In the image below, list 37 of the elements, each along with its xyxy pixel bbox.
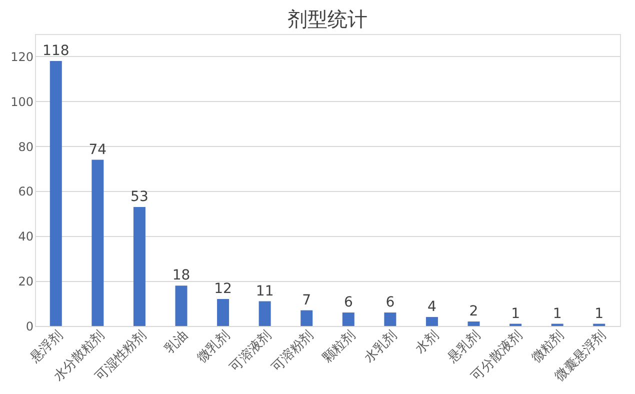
y-tick-label: 0 — [26, 320, 34, 334]
y-tick-label: 20 — [18, 274, 34, 289]
x-tick-label: 颗粒剂 — [319, 327, 358, 366]
data-label: 4 — [428, 299, 437, 316]
y-tick-label: 120 — [10, 50, 34, 64]
x-tick-label: 水乳剂 — [361, 327, 400, 366]
data-label: 12 — [214, 281, 232, 298]
data-label: 7 — [302, 292, 312, 308]
y-tick-label: 100 — [10, 94, 34, 109]
bar — [426, 317, 438, 326]
bar — [50, 60, 62, 326]
data-label: 2 — [469, 304, 478, 320]
y-tick-label: 60 — [18, 184, 34, 199]
x-tick-label: 水剂 — [412, 327, 442, 357]
bar — [468, 322, 480, 326]
data-label: 1 — [511, 306, 520, 322]
bar — [384, 312, 396, 326]
bar — [133, 206, 146, 326]
data-label: 6 — [344, 294, 353, 311]
bar — [217, 299, 230, 326]
y-tick-label: 40 — [18, 230, 34, 244]
data-label: 6 — [386, 294, 395, 311]
bar — [258, 301, 271, 326]
data-label: 18 — [172, 268, 190, 284]
bar — [342, 312, 354, 326]
bar — [92, 160, 104, 326]
data-label: 53 — [130, 188, 148, 205]
y-tick-label: 80 — [18, 140, 34, 154]
data-label: 1 — [552, 306, 562, 322]
chart-title: 剂型统计 — [288, 7, 368, 31]
bar — [300, 310, 313, 326]
x-tick-label: 乳油 — [162, 328, 192, 357]
data-label: 74 — [88, 142, 107, 158]
data-label: 11 — [256, 283, 274, 300]
bar — [175, 286, 188, 326]
data-label: 1 — [594, 306, 604, 322]
data-label: 118 — [42, 42, 70, 59]
